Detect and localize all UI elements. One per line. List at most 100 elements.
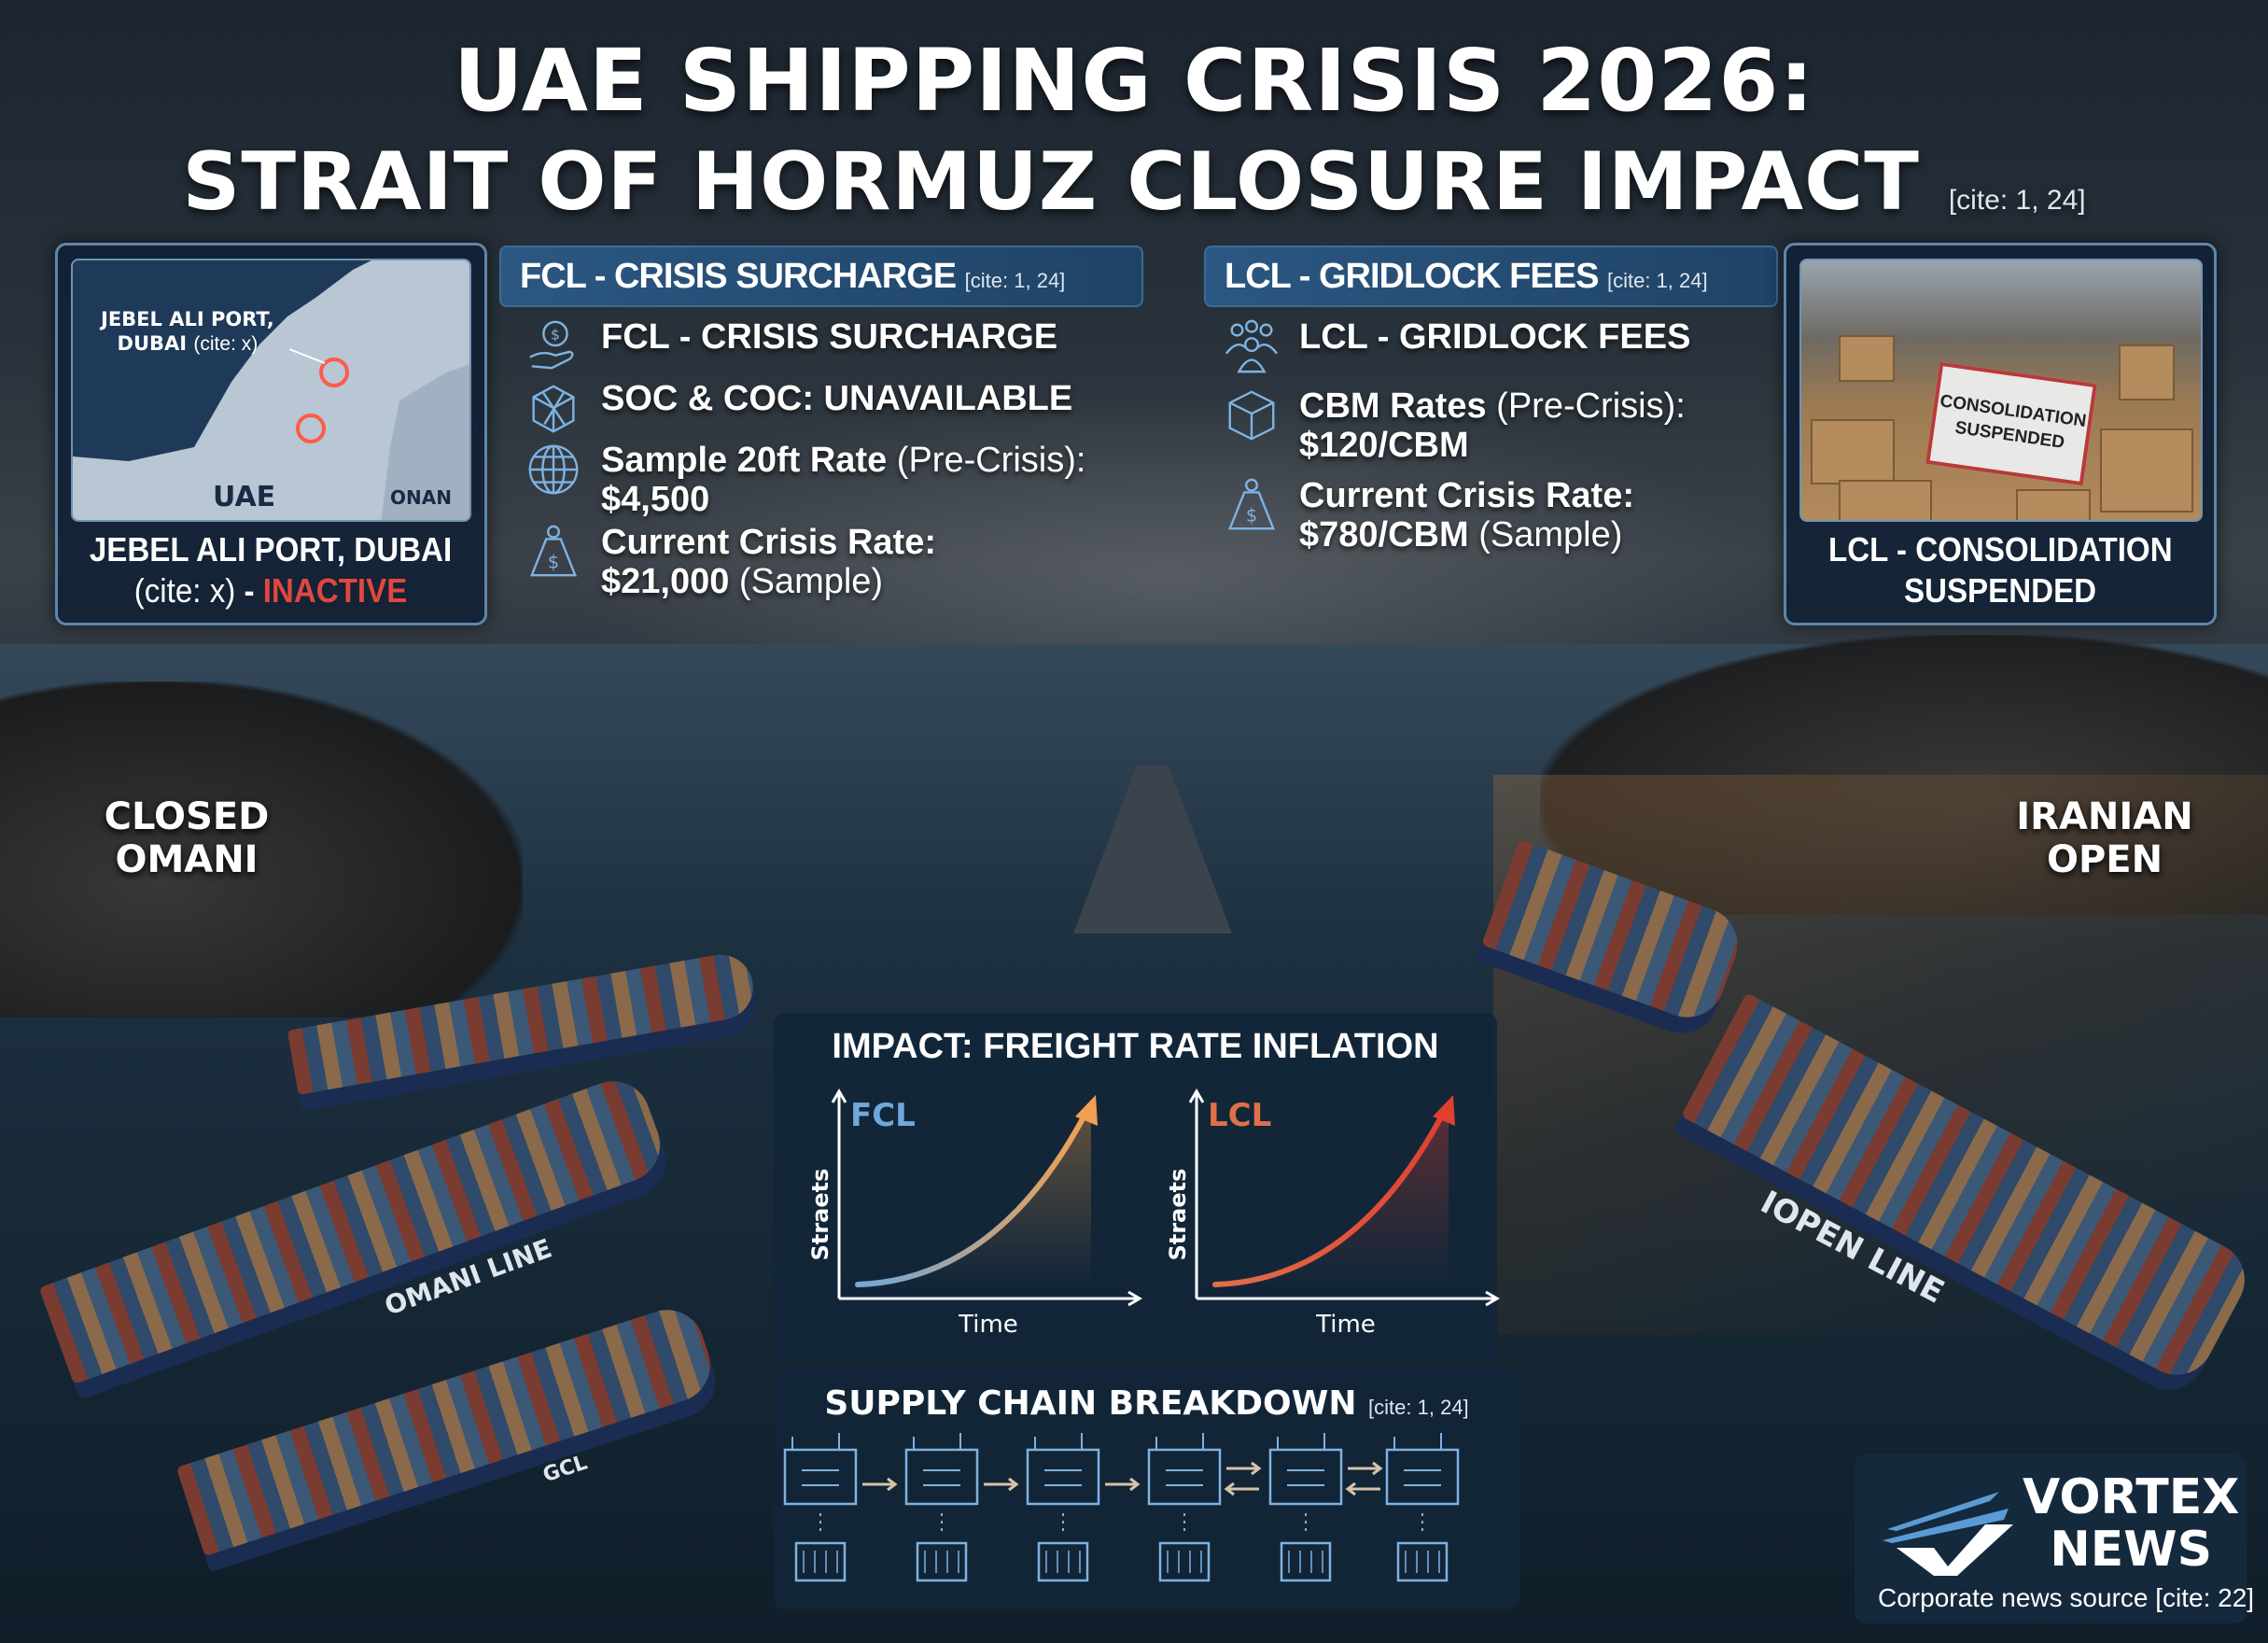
truck-icon	[1147, 1448, 1222, 1506]
svg-text:$: $	[551, 326, 560, 343]
map-caption-block: JEBEL ALI PORT, DUBAI (cite: x) - INACTI…	[58, 529, 484, 611]
truck-icon-detail	[1155, 1433, 1204, 1486]
map-label-oman: ONAN	[390, 486, 452, 509]
logo-name: VORTEX NEWS	[2023, 1469, 2240, 1578]
item-text: FCL - CRISIS SURCHARGE	[601, 317, 1057, 357]
label-closed-omani: CLOSED OMANI	[104, 795, 270, 881]
impact-title: IMPACT: FREIGHT RATE INFLATION	[832, 1027, 1439, 1066]
rate-curve	[855, 1109, 1089, 1287]
flow-arrow-icon	[984, 1477, 1019, 1492]
customs-icon-detail	[1277, 1433, 1325, 1486]
lcl-item: CBM Rates (Pre-Crisis): $120/CBM	[1223, 386, 1778, 465]
item-label: SOC & COC: UNAVAILABLE	[601, 379, 1073, 418]
container-icon-detail	[803, 1551, 838, 1573]
item-text: SOC & COC: UNAVAILABLE	[601, 379, 1072, 418]
item-text: Current Crisis Rate: $780/CBM (Sample)	[1299, 476, 1634, 555]
item-label: FCL - CRISIS SURCHARGE	[601, 317, 1058, 357]
lcl-item: $ Current Crisis Rate: $780/CBM (Sample)	[1223, 476, 1778, 555]
fcl-chart: FCL Straets Time	[811, 1088, 1142, 1339]
map-label-uae: UAE	[213, 481, 276, 513]
x-axis	[1197, 1290, 1500, 1307]
port-closed-marker	[319, 358, 349, 387]
item-text: Current Crisis Rate: $21,000 (Sample)	[601, 523, 936, 601]
page-title: UAE SHIPPING CRISIS 2026:	[453, 31, 1815, 131]
photo-caption: LCL - CONSOLIDATION	[1827, 530, 2173, 569]
flow-arrow-icon	[1348, 1461, 1383, 1476]
jebel-ali-map-panel: JEBEL ALI PORT, DUBAI (cite: x) UAE ONAN …	[55, 243, 487, 625]
map-caption: JEBEL ALI PORT, DUBAI	[90, 530, 453, 569]
map-caption-status: (cite: x) - INACTIVE	[134, 571, 408, 610]
item-label: Current Crisis Rate:	[601, 523, 936, 562]
title-cite: [cite: 1, 24]	[1948, 185, 2086, 216]
chart-series-label: FCL	[850, 1097, 916, 1134]
container-icon-detail	[924, 1551, 959, 1573]
vortex-news-logo: VORTEX NEWS Corporate news source [cite: …	[1855, 1454, 2254, 1623]
lcl-item: LCL - GRIDLOCK FEES	[1223, 317, 1778, 375]
warehouse-icon	[1385, 1448, 1460, 1506]
consolidation-suspended-sign: CONSOLIDATION SUSPENDED	[1925, 361, 2097, 486]
factory-icon	[783, 1448, 858, 1506]
fcl-item: Sample 20ft Rate (Pre-Crisis): $4,500	[525, 441, 1192, 519]
cargo-ship-icon	[1026, 1448, 1100, 1506]
photo-caption-block: LCL - CONSOLIDATION SUSPENDED	[1786, 529, 2214, 611]
container-icon-detail	[1045, 1551, 1081, 1573]
item-value: $780/CBM	[1299, 515, 1469, 555]
item-value: $4,500	[601, 480, 710, 519]
warehouse-photo: CONSOLIDATION SUSPENDED	[1799, 259, 2203, 522]
label-iranian-open: IRANIAN OPEN	[2016, 795, 2193, 881]
item-label: CBM Rates	[1299, 386, 1487, 426]
curve-fill	[858, 1107, 1091, 1285]
item-text: LCL - GRIDLOCK FEES	[1299, 317, 1690, 357]
broken-container-icon	[532, 385, 575, 433]
fcl-items: $ FCL - CRISIS SURCHARGE SOC & COC: UNAVAI…	[525, 317, 1192, 601]
flow-arrow-icon	[1224, 1482, 1259, 1496]
distribution-icon-detail	[1405, 1551, 1440, 1573]
flow-arrow-icon	[1105, 1477, 1141, 1492]
chart-x-label: Time	[1315, 1311, 1376, 1339]
container-icon	[916, 1541, 968, 1582]
fcl-header: FCL - CRISIS SURCHARGE [cite: 1, 24]	[499, 246, 1143, 307]
fcl-item: $ FCL - CRISIS SURCHARGE	[525, 317, 1192, 375]
factory-icon-detail	[791, 1433, 840, 1486]
fcl-item: SOC & COC: UNAVAILABLE	[525, 379, 1192, 437]
chart-y-label: Straets	[811, 1169, 833, 1261]
consolidation-photo-panel: CONSOLIDATION SUSPENDED LCL - CONSOLIDATI…	[1784, 243, 2217, 625]
customs-icon	[1268, 1448, 1343, 1506]
database-icon-detail	[1167, 1551, 1202, 1573]
item-value-note: (Sample)	[1468, 515, 1623, 555]
item-value: $21,000	[601, 562, 730, 601]
uae-map: JEBEL ALI PORT, DUBAI (cite: x) UAE ONAN	[71, 259, 471, 522]
fcl-item: $ Current Crisis Rate: $21,000 (Sample)	[525, 523, 1192, 601]
x-axis	[839, 1290, 1142, 1307]
hand-dollar-icon: $	[529, 320, 574, 370]
y-axis	[831, 1088, 847, 1299]
supply-chain-title: SUPPLY CHAIN BREAKDOWN [cite: 1, 24]	[824, 1384, 1469, 1423]
ship-icon-detail	[1288, 1551, 1323, 1573]
distribution-icon	[1396, 1541, 1449, 1582]
map-callout: JEBEL ALI PORT, DUBAI (cite: x)	[101, 308, 274, 355]
item-note: (Pre-Crisis):	[1486, 386, 1686, 426]
flow-arrow-icon	[1226, 1461, 1262, 1476]
item-value-note: (Sample)	[729, 562, 884, 601]
page-subtitle: STRAIT OF HORMUZ CLOSURE IMPACT [cite: 1…	[0, 138, 2268, 227]
money-bag-icon: $	[1227, 478, 1276, 530]
logo-tagline: Corporate news source [cite: 22]	[1878, 1583, 2255, 1612]
vortex-logo-mark	[1883, 1492, 2013, 1576]
rate-curve	[1212, 1109, 1447, 1287]
container-icon	[794, 1541, 847, 1582]
lcl-items: LCL - GRIDLOCK FEES CBM Rates (Pre-Crisis…	[1223, 317, 1778, 555]
globe-icon	[528, 444, 579, 495]
item-text: Sample 20ft Rate (Pre-Crisis): $4,500	[601, 441, 1085, 519]
supply-chain-flow	[783, 1433, 1460, 1582]
lcl-chart: LCL Straets Time	[1169, 1088, 1500, 1339]
item-text: CBM Rates (Pre-Crisis): $120/CBM	[1299, 386, 1686, 465]
item-label: Current Crisis Rate:	[1299, 476, 1634, 515]
status-inactive: INACTIVE	[263, 571, 408, 610]
item-label: Sample 20ft Rate	[601, 441, 888, 480]
chart-x-label: Time	[958, 1311, 1018, 1339]
database-icon	[1158, 1541, 1211, 1582]
warehouse-icon-detail	[1393, 1433, 1442, 1486]
svg-text:$: $	[1246, 504, 1257, 526]
map-land-shape	[73, 260, 469, 520]
port-crane-icon-detail	[913, 1433, 961, 1486]
